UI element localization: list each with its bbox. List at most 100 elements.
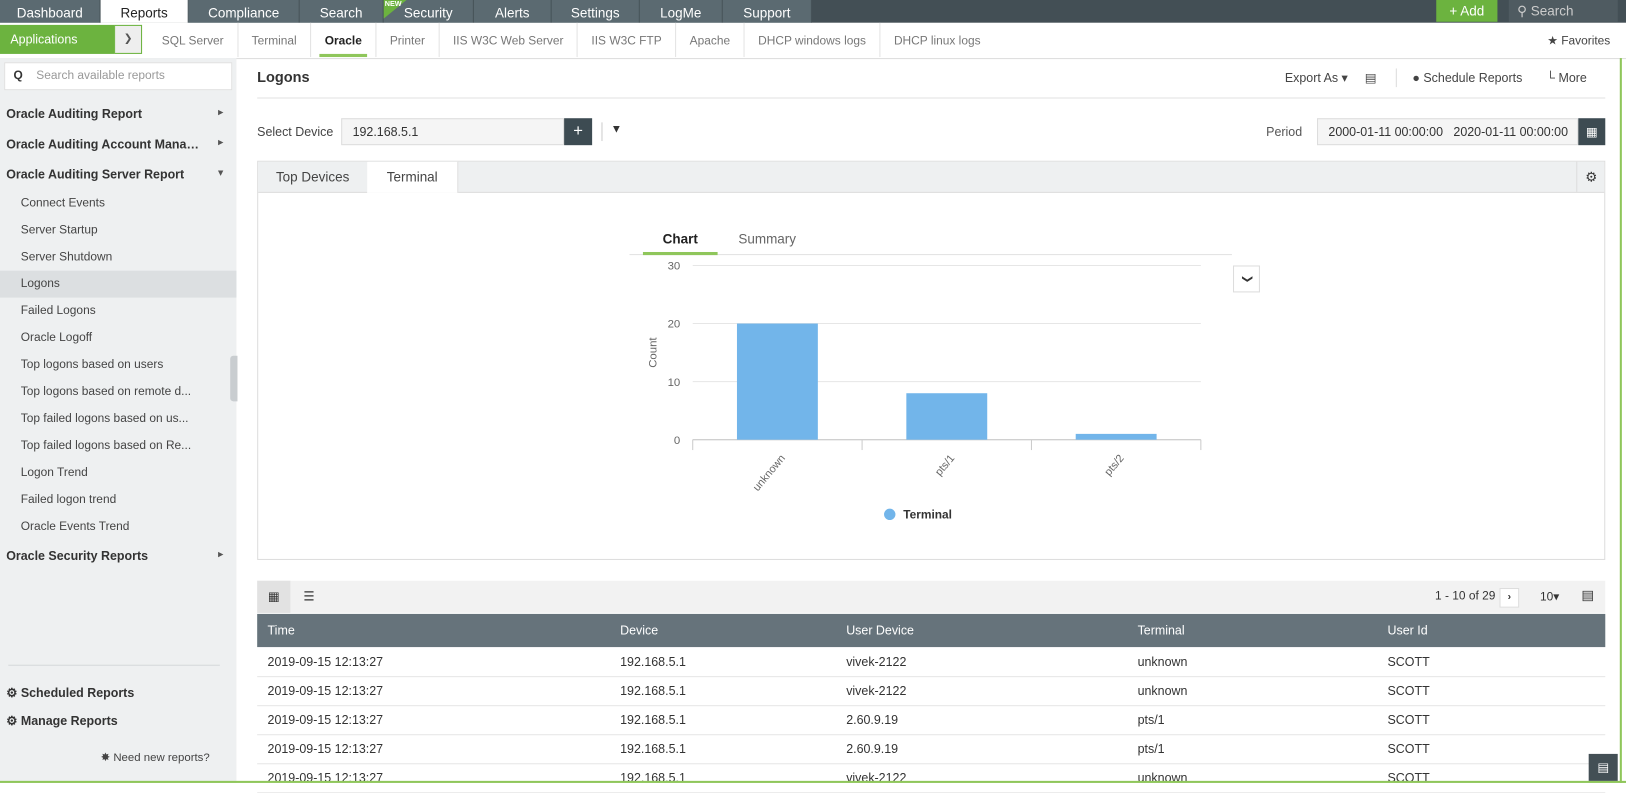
- y-tick-label: 30: [668, 261, 681, 273]
- subnav-dhcp-windows-logs[interactable]: DHCP windows logs: [745, 22, 881, 58]
- new-badge: NEW: [383, 0, 407, 19]
- filter-icon[interactable]: ▼: [610, 123, 623, 136]
- applications-dropdown[interactable]: Applications: [0, 24, 115, 54]
- table-cell: SCOTT: [1387, 712, 1430, 727]
- sidebar-item[interactable]: Logons: [0, 270, 237, 298]
- next-page-button[interactable]: ›: [1499, 587, 1520, 608]
- page-size-dropdown[interactable]: 10▾: [1539, 591, 1560, 604]
- report-search-input[interactable]: Q Search available reports: [4, 62, 233, 91]
- tab-dashboard[interactable]: Dashboard: [0, 0, 101, 23]
- table-cell: SCOTT: [1387, 770, 1430, 786]
- calendar-icon[interactable]: ▦: [1578, 118, 1606, 146]
- divider: [257, 97, 1606, 99]
- table-cell: vivek-2122: [846, 654, 907, 669]
- subnav-iis-w3c-ftp[interactable]: IIS W3C FTP: [578, 22, 677, 58]
- tab-search[interactable]: Search: [299, 0, 384, 23]
- sidebar-group[interactable]: Oracle Auditing Server Report ▾: [6, 166, 223, 182]
- scheduled-reports-link[interactable]: ⚙ Scheduled Reports: [6, 685, 135, 700]
- tab-security[interactable]: NEW Security: [383, 0, 474, 23]
- table-cell: SCOTT: [1387, 654, 1430, 669]
- global-search-input[interactable]: ⚲ Search: [1508, 0, 1618, 22]
- clock-icon: ⚙: [6, 685, 21, 700]
- legend-marker: [884, 508, 896, 521]
- table-cell: SCOTT: [1387, 741, 1430, 756]
- manage-reports-link[interactable]: ⚙ Manage Reports: [6, 713, 118, 728]
- x-tick-label: unknown: [751, 453, 788, 494]
- star-icon: ★: [1547, 35, 1562, 48]
- column-header[interactable]: User Id: [1387, 623, 1428, 638]
- pdf-export-icon[interactable]: ▤: [1364, 70, 1377, 86]
- period-input[interactable]: 2000-01-11 00:00:00 2020-01-11 00:00:00: [1316, 118, 1579, 146]
- add-button[interactable]: + Add: [1436, 0, 1498, 22]
- tab-alerts[interactable]: Alerts: [473, 0, 552, 23]
- divider: [1395, 68, 1397, 88]
- table-cell: SCOTT: [1387, 683, 1430, 698]
- favorites-button[interactable]: ★ Favorites: [1547, 35, 1611, 48]
- report-panel: [257, 160, 1606, 560]
- chart-options-dropdown[interactable]: ❯: [1232, 265, 1260, 293]
- active-tab-indicator: [642, 251, 718, 256]
- table-cell: 2019-09-15 12:13:27: [267, 654, 384, 669]
- column-header[interactable]: User Device: [846, 623, 914, 638]
- table-cell: 192.168.5.1: [620, 741, 686, 756]
- list-view-icon[interactable]: ☰: [303, 589, 315, 604]
- tab-chart[interactable]: Chart: [662, 231, 698, 247]
- divider: [601, 122, 603, 142]
- bar: [736, 323, 818, 440]
- y-tick-label: 0: [674, 435, 680, 447]
- caret-icon: ▸: [218, 136, 223, 148]
- caret-icon: ▸: [218, 548, 223, 559]
- schedule-reports-button[interactable]: ● Schedule Reports: [1412, 70, 1523, 86]
- table-cell: 192.168.5.1: [620, 683, 686, 698]
- tab-summary[interactable]: Summary: [738, 231, 797, 247]
- search-icon: Q: [13, 69, 23, 82]
- add-device-button[interactable]: +: [564, 118, 593, 146]
- sidebar-group[interactable]: Oracle Auditing Report ▸: [6, 106, 223, 122]
- gear-icon: ⚙: [6, 713, 21, 728]
- tab-logme[interactable]: LogMe: [639, 0, 723, 23]
- subnav-terminal[interactable]: Terminal: [238, 22, 312, 58]
- frame-border: [1619, 58, 1622, 783]
- table-cell: 2019-09-15 12:13:27: [267, 712, 384, 727]
- x-tick-label: pts/2: [1102, 453, 1126, 479]
- y-tick-label: 10: [668, 377, 681, 389]
- column-header[interactable]: Terminal: [1137, 623, 1185, 638]
- subnav-apache[interactable]: Apache: [676, 22, 745, 58]
- subnav-dhcp-linux-logs[interactable]: DHCP linux logs: [893, 35, 981, 48]
- lightbulb-icon: ✸: [100, 751, 114, 765]
- export-as-dropdown[interactable]: Export As ▾: [1284, 70, 1348, 86]
- table-cell: pts/1: [1137, 712, 1165, 727]
- table-cell: unknown: [1137, 654, 1188, 669]
- sub-nav: [0, 22, 1626, 60]
- tab-terminal[interactable]: Terminal: [367, 161, 459, 193]
- subnav-sql-server[interactable]: SQL Server: [148, 22, 239, 58]
- column-header[interactable]: Device: [620, 623, 659, 638]
- page-title: Logons: [257, 68, 310, 86]
- sidebar-group[interactable]: Oracle Security Reports ▸: [6, 548, 223, 564]
- table-cell: 2019-09-15 12:13:27: [267, 741, 384, 756]
- chat-icon[interactable]: ▤: [1588, 753, 1618, 781]
- need-new-reports-link[interactable]: ✸ Need new reports?: [100, 751, 210, 765]
- column-header[interactable]: Time: [267, 623, 295, 638]
- chevron-down-icon[interactable]: ❯: [114, 24, 143, 54]
- device-input[interactable]: 192.168.5.1: [341, 118, 565, 146]
- caret-icon: ▾: [218, 166, 223, 178]
- table-view-icon[interactable]: ▦: [257, 580, 291, 613]
- tab-support[interactable]: Support: [722, 0, 812, 23]
- tab-settings[interactable]: Settings: [551, 0, 640, 23]
- sidebar-collapse-handle[interactable]: [230, 355, 238, 402]
- bar: [1075, 433, 1157, 440]
- more-button[interactable]: └ More: [1546, 70, 1587, 86]
- legend-label: Terminal: [903, 507, 952, 521]
- subnav-iis-w3c-web-server[interactable]: IIS W3C Web Server: [439, 22, 578, 58]
- table-cell: unknown: [1137, 683, 1188, 698]
- tab-compliance[interactable]: Compliance: [188, 0, 300, 23]
- subnav-oracle[interactable]: Oracle: [311, 22, 377, 58]
- column-settings-icon[interactable]: ▤: [1581, 586, 1595, 603]
- gear-icon[interactable]: ⚙: [1576, 161, 1605, 192]
- subnav-printer[interactable]: Printer: [376, 22, 440, 58]
- tab-reports[interactable]: Reports: [100, 0, 189, 23]
- sidebar-group[interactable]: Oracle Auditing Account Manag... ▸: [6, 136, 223, 152]
- row-divider: [257, 676, 1606, 678]
